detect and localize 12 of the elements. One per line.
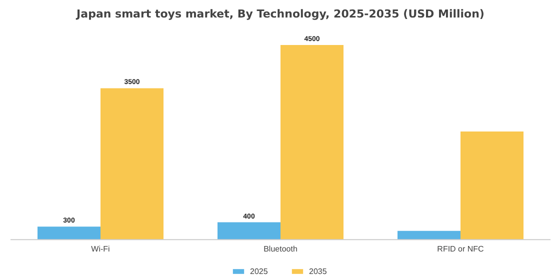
bar [460,131,524,240]
bar [280,44,344,240]
bar [218,222,280,240]
legend-label: 2035 [309,266,328,276]
x-tick-label: Wi-Fi [91,244,110,254]
bar [100,88,164,240]
bar [398,230,460,240]
chart-title: Japan smart toys market, By Technology, 2025-2035 (USD Million) [76,8,484,20]
legend-label: 2025 [250,266,269,276]
x-tick-label: Bluetooth [264,244,298,254]
x-tick-label: RFID or NFC [437,244,484,254]
bar [38,226,100,240]
